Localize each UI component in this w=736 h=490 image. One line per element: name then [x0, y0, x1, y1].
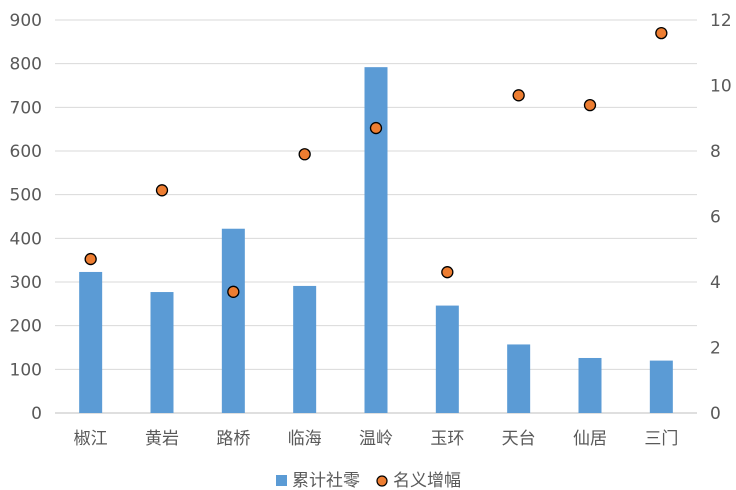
- legend: 累计社零 名义增幅: [276, 471, 461, 490]
- left-y-axis: 0 100 200 300 400 500 600 700 800 900: [10, 11, 42, 424]
- scatter-point: [155, 184, 169, 197]
- legend-label-bar: 累计社零: [292, 471, 360, 490]
- scatter-point: [512, 89, 525, 102]
- right-y-tick-label: 6: [710, 208, 721, 228]
- left-y-tick-label: 200: [10, 317, 42, 337]
- scatter-point: [441, 266, 454, 279]
- x-tick-label: 临海: [288, 429, 322, 449]
- x-tick-label: 天台: [502, 429, 536, 449]
- x-axis: 椒江 黄岩 路桥 临海 温岭 玉环 天台 仙居 三门: [74, 429, 679, 449]
- left-y-tick-label: 0: [31, 404, 42, 424]
- x-tick-label: 三门: [644, 429, 678, 449]
- bar: [293, 285, 317, 413]
- right-y-tick-label: 8: [710, 142, 721, 162]
- legend-swatch-bar: [276, 475, 287, 486]
- scatter-point: [298, 148, 311, 161]
- scatter-point: [583, 99, 597, 112]
- scatter-point: [369, 121, 383, 135]
- right-y-tick-label: 10: [710, 77, 732, 97]
- left-y-tick-label: 100: [10, 360, 42, 380]
- left-y-tick-label: 900: [10, 11, 42, 31]
- left-y-tick-label: 600: [10, 142, 42, 162]
- x-tick-label: 路桥: [216, 429, 250, 449]
- bar: [150, 292, 174, 413]
- right-y-tick-label: 2: [710, 339, 721, 359]
- scatter-point: [84, 252, 97, 266]
- bar: [79, 271, 103, 413]
- left-y-tick-label: 500: [10, 186, 42, 206]
- x-tick-label: 椒江: [74, 429, 108, 449]
- left-y-tick-label: 400: [10, 229, 42, 249]
- left-y-tick-label: 800: [10, 55, 42, 75]
- right-y-axis: 0 2 4 6 8 10 12: [710, 11, 732, 424]
- bar-series: [79, 67, 673, 413]
- right-y-tick-label: 4: [710, 273, 721, 293]
- bar: [435, 305, 459, 413]
- legend-swatch-dot: [376, 475, 388, 487]
- bar: [578, 357, 602, 413]
- x-tick-label: 黄岩: [145, 429, 179, 449]
- right-y-tick-label: 12: [710, 11, 732, 31]
- left-y-tick-label: 700: [10, 98, 42, 118]
- x-tick-label: 仙居: [573, 429, 607, 449]
- bar: [364, 67, 388, 413]
- legend-label-dot: 名义增幅: [393, 471, 461, 490]
- scatter-point: [227, 285, 240, 298]
- bar: [649, 360, 673, 413]
- right-y-tick-label: 0: [710, 404, 721, 424]
- scatter-series: [84, 26, 668, 298]
- bar: [507, 344, 531, 413]
- bar: [221, 228, 245, 413]
- scatter-point: [655, 26, 668, 40]
- x-tick-label: 玉环: [430, 429, 464, 449]
- left-y-tick-label: 300: [10, 273, 42, 293]
- x-tick-label: 温岭: [359, 429, 393, 449]
